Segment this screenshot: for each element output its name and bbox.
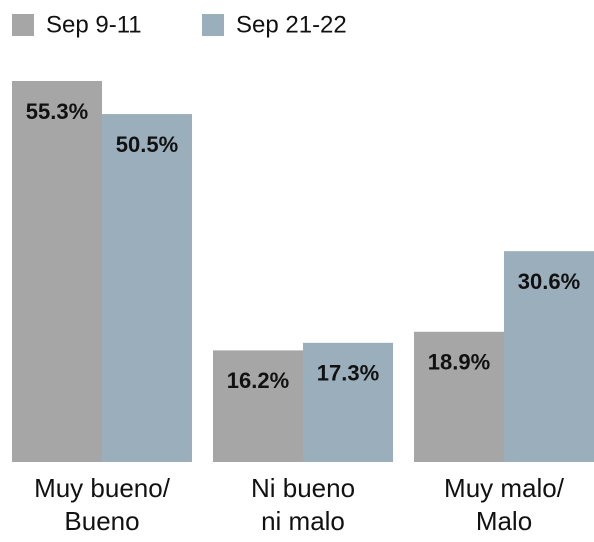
x-tick-label-line: Bueno: [64, 506, 139, 536]
value-label: 30.6%: [518, 269, 580, 294]
bar: [303, 342, 393, 462]
bar: [12, 81, 102, 462]
bar: [504, 251, 594, 462]
value-label: 50.5%: [116, 132, 178, 157]
bar: [102, 114, 192, 462]
x-tick-label-line: Muy malo/: [444, 473, 565, 503]
value-label: 16.2%: [227, 368, 289, 393]
value-label: 55.3%: [26, 99, 88, 124]
x-tick-label-line: Malo: [476, 506, 532, 536]
x-tick-label-line: Ni bueno: [251, 473, 355, 503]
x-tick-label-line: ni malo: [261, 506, 345, 536]
x-tick-label: Muy malo/Malo: [444, 473, 565, 536]
legend-label: Sep 9-11: [46, 11, 142, 38]
value-label: 17.3%: [317, 361, 379, 386]
legend-swatch: [12, 14, 34, 36]
x-tick-label: Muy bueno/Bueno: [34, 473, 171, 536]
bar: [213, 350, 303, 462]
bar: [414, 331, 504, 462]
x-tick-label-line: Muy bueno/: [34, 473, 171, 503]
x-tick-label: Ni bueno ni malo: [251, 473, 355, 536]
value-label: 18.9%: [428, 350, 490, 375]
legend-swatch: [202, 14, 224, 36]
legend-label: Sep 21-22: [236, 11, 347, 38]
